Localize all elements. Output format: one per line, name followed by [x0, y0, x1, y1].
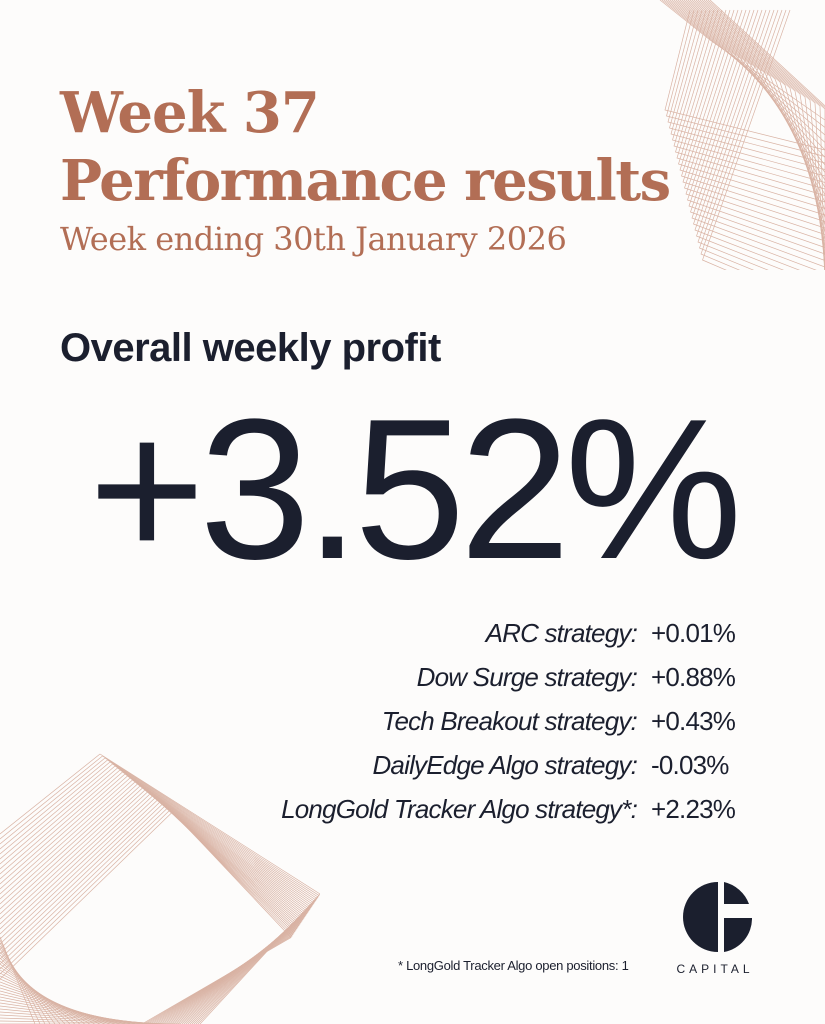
page-title-week: Week 37: [60, 80, 320, 146]
overall-profit-label: Overall weekly profit: [60, 326, 441, 370]
strategy-value: -0.03%: [651, 750, 729, 780]
brand-logo: CAPITAL: [672, 880, 758, 980]
overall-profit-value: +3.52%: [88, 378, 743, 601]
footnote: * LongGold Tracker Algo open positions: …: [398, 958, 629, 973]
strategy-row-arc: ARC strategy: +0.01%: [281, 618, 763, 662]
strategy-row-dow-surge: Dow Surge strategy: +0.88%: [281, 662, 763, 706]
strategy-list: ARC strategy: +0.01% Dow Surge strategy:…: [281, 618, 763, 838]
strategy-name: ARC strategy:: [485, 618, 638, 648]
strategy-name: Tech Breakout strategy:: [381, 706, 638, 736]
strategy-value: +0.88%: [651, 662, 736, 692]
decorative-line-art-top-right: [659, 0, 825, 270]
g-logo-icon: [683, 882, 752, 952]
strategy-name: Dow Surge strategy:: [416, 662, 638, 692]
page-title-performance: Performance results: [60, 148, 671, 214]
strategy-row-longgold-tracker: LongGold Tracker Algo strategy*: +2.23%: [281, 794, 763, 838]
strategy-value: +2.23%: [651, 794, 736, 824]
strategy-value: +0.01%: [651, 618, 736, 648]
strategy-value: +0.43%: [651, 706, 736, 736]
decorative-line-art-bottom-left: [0, 753, 320, 1024]
strategy-row-tech-breakout: Tech Breakout strategy: +0.43%: [281, 706, 763, 750]
strategy-row-dailyedge-algo: DailyEdge Algo strategy: -0.03%: [281, 750, 763, 794]
strategy-name: DailyEdge Algo strategy:: [372, 750, 637, 780]
page-subtitle: Week ending 30th January 2026: [60, 220, 567, 258]
logo-text: CAPITAL: [676, 962, 754, 976]
strategy-name: LongGold Tracker Algo strategy*:: [281, 794, 638, 824]
